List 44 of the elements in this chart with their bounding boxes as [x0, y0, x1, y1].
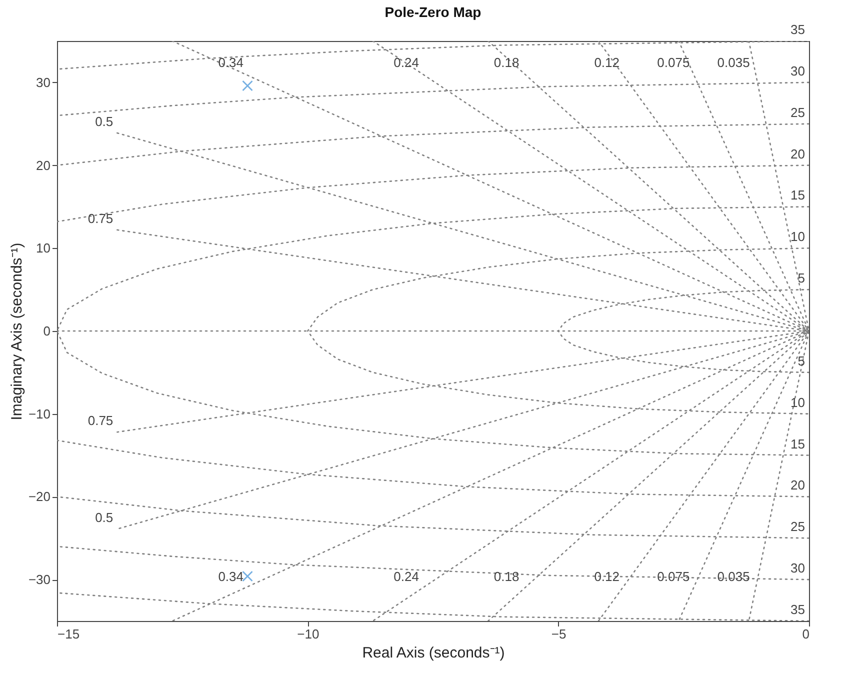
- y-tick-label: 0: [43, 324, 50, 338]
- annotation: 0.18: [494, 55, 520, 70]
- annotation: 0.075: [657, 568, 690, 584]
- annotation: 35: [790, 22, 805, 37]
- x-axis-title: Real Axis (seconds⁻¹): [362, 644, 505, 662]
- y-tick-label: 20: [36, 158, 50, 173]
- annotation: 35: [790, 602, 805, 617]
- x-tick-label: −5: [551, 626, 566, 642]
- annotation: 0.34: [218, 568, 244, 584]
- annotation: 0.12: [594, 568, 620, 584]
- annotation: 20: [790, 146, 805, 162]
- annotation: 25: [790, 519, 805, 534]
- annotation: 25: [790, 104, 805, 120]
- annotation: 0.5: [95, 510, 114, 526]
- chart-title: Pole-Zero Map: [384, 4, 482, 20]
- annotation: 30: [790, 560, 805, 576]
- annotation: 20: [790, 478, 805, 493]
- y-tick-label: −20: [28, 489, 50, 504]
- x-tick-label: 0: [802, 626, 810, 642]
- annotation: 30: [790, 63, 805, 78]
- annotation: 0.035: [717, 568, 750, 584]
- y-axis-title: Imaginary Axis (seconds⁻¹): [8, 242, 26, 420]
- y-tick-label: −10: [28, 406, 50, 422]
- x-tick-label: −10: [297, 626, 320, 642]
- annotation: 10: [790, 394, 805, 410]
- annotation: 0.035: [717, 55, 750, 70]
- annotation: 0.75: [88, 413, 114, 428]
- annotation: 0.18: [494, 568, 520, 584]
- annotation: 15: [790, 436, 805, 452]
- annotation: 0.5: [95, 114, 114, 129]
- annotation: 0.24: [394, 55, 419, 70]
- annotation: 0.12: [594, 55, 620, 70]
- annotation: 10: [790, 229, 805, 244]
- annotation: 5: [798, 353, 805, 368]
- x-tick-label: −15: [58, 626, 80, 642]
- annotation: 0.34: [218, 55, 244, 70]
- y-tick-label: 10: [36, 240, 50, 256]
- annotation: 5: [798, 270, 805, 286]
- annotation: 0.075: [657, 55, 690, 70]
- annotation: 0.75: [88, 210, 114, 226]
- annotation: 0.24: [394, 568, 419, 584]
- annotation: 15: [790, 188, 805, 203]
- y-tick-label: −30: [28, 572, 50, 588]
- y-tick-label: 30: [36, 74, 50, 90]
